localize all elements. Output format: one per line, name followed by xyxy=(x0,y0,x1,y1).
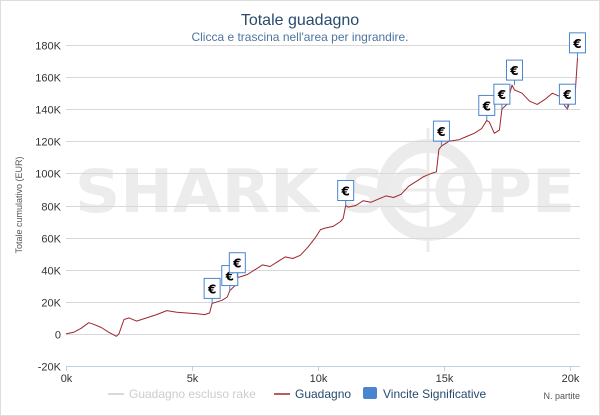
y-tick-label: 100K xyxy=(35,169,61,181)
y-tick-label: 160K xyxy=(35,73,61,85)
x-tick-label: 0k xyxy=(61,373,73,385)
legend-label-significant-wins: Vincite Significative xyxy=(383,387,486,401)
flag-box xyxy=(228,252,246,274)
significant-win-flag[interactable]: € xyxy=(203,277,221,304)
x-tick-label: 15k xyxy=(436,373,454,385)
legend-item-significant-wins[interactable]: Vincite Significative xyxy=(363,387,486,401)
legend-label-profit: Guadagno xyxy=(295,387,351,401)
legend: Guadagno escluso rake Guadagno Vincite S… xyxy=(108,387,486,401)
significant-win-flag[interactable]: € xyxy=(337,180,355,206)
euro-icon: € xyxy=(232,257,241,271)
euro-icon: € xyxy=(340,185,349,199)
significant-win-flag[interactable]: € xyxy=(558,83,576,110)
euro-icon: € xyxy=(225,270,234,284)
x-axis: 0k 5k 10k 15k 20k xyxy=(61,366,580,385)
y-tick-label: 20K xyxy=(41,298,61,310)
chart-title: Totale guadagno xyxy=(241,12,359,29)
legend-label-rake-excluded: Guadagno escluso rake xyxy=(129,387,256,401)
flag-box xyxy=(568,32,586,54)
flag-box xyxy=(493,83,511,105)
y-tick-label: 60K xyxy=(41,234,61,246)
x-axis-title: N. partite xyxy=(543,391,580,401)
significant-win-flag[interactable]: € xyxy=(493,83,511,110)
x-tick-label: 10k xyxy=(310,373,328,385)
chart-subtitle: Clicca e trascina nell'area per ingrandi… xyxy=(191,30,408,44)
significant-win-flag[interactable]: € xyxy=(505,59,523,86)
significant-win-flag[interactable]: € xyxy=(228,252,246,278)
significant-win-flag[interactable]: € xyxy=(432,120,450,147)
y-tick-label: 40K xyxy=(41,266,61,278)
y-tick-label: -20K xyxy=(38,362,62,374)
flag-box xyxy=(432,120,450,142)
y-tick-label: 120K xyxy=(35,137,61,149)
euro-icon: € xyxy=(562,88,571,102)
x-tick-label: 5k xyxy=(187,373,199,385)
watermark: SHARK SCOPE xyxy=(75,128,575,252)
y-tick-label: 80K xyxy=(41,202,61,214)
flag-box xyxy=(558,83,576,105)
flag-box xyxy=(478,94,496,116)
legend-swatch-significant-wins xyxy=(363,387,377,399)
legend-item-profit[interactable]: Guadagno xyxy=(274,387,351,401)
y-axis-title: Totale cumulativo (EUR) xyxy=(14,156,24,253)
y-tick-label: 140K xyxy=(35,105,61,117)
euro-icon: € xyxy=(572,37,581,51)
y-tick-label: 0 xyxy=(55,330,61,342)
legend-item-rake-excluded[interactable]: Guadagno escluso rake xyxy=(108,387,256,401)
flag-box xyxy=(505,59,523,81)
significant-win-flag[interactable]: € xyxy=(568,32,586,58)
euro-icon: € xyxy=(436,125,445,139)
euro-icon: € xyxy=(207,282,216,296)
euro-icon: € xyxy=(497,88,506,102)
significant-win-flag[interactable]: € xyxy=(478,94,496,121)
significant-wins-markers: €€€€€€€€€€ xyxy=(203,32,586,304)
euro-icon: € xyxy=(482,99,491,113)
y-axis: -20K 0 20K 40K 60K 80K 100K 120K 140K 160K 180K xyxy=(35,41,61,374)
x-tick-label: 20k xyxy=(562,373,580,385)
watermark-text: SHARK SCOPE xyxy=(75,157,575,227)
flag-box xyxy=(337,180,355,201)
y-tick-label: 180K xyxy=(35,41,61,53)
flag-box xyxy=(203,277,221,299)
euro-icon: € xyxy=(509,64,518,78)
